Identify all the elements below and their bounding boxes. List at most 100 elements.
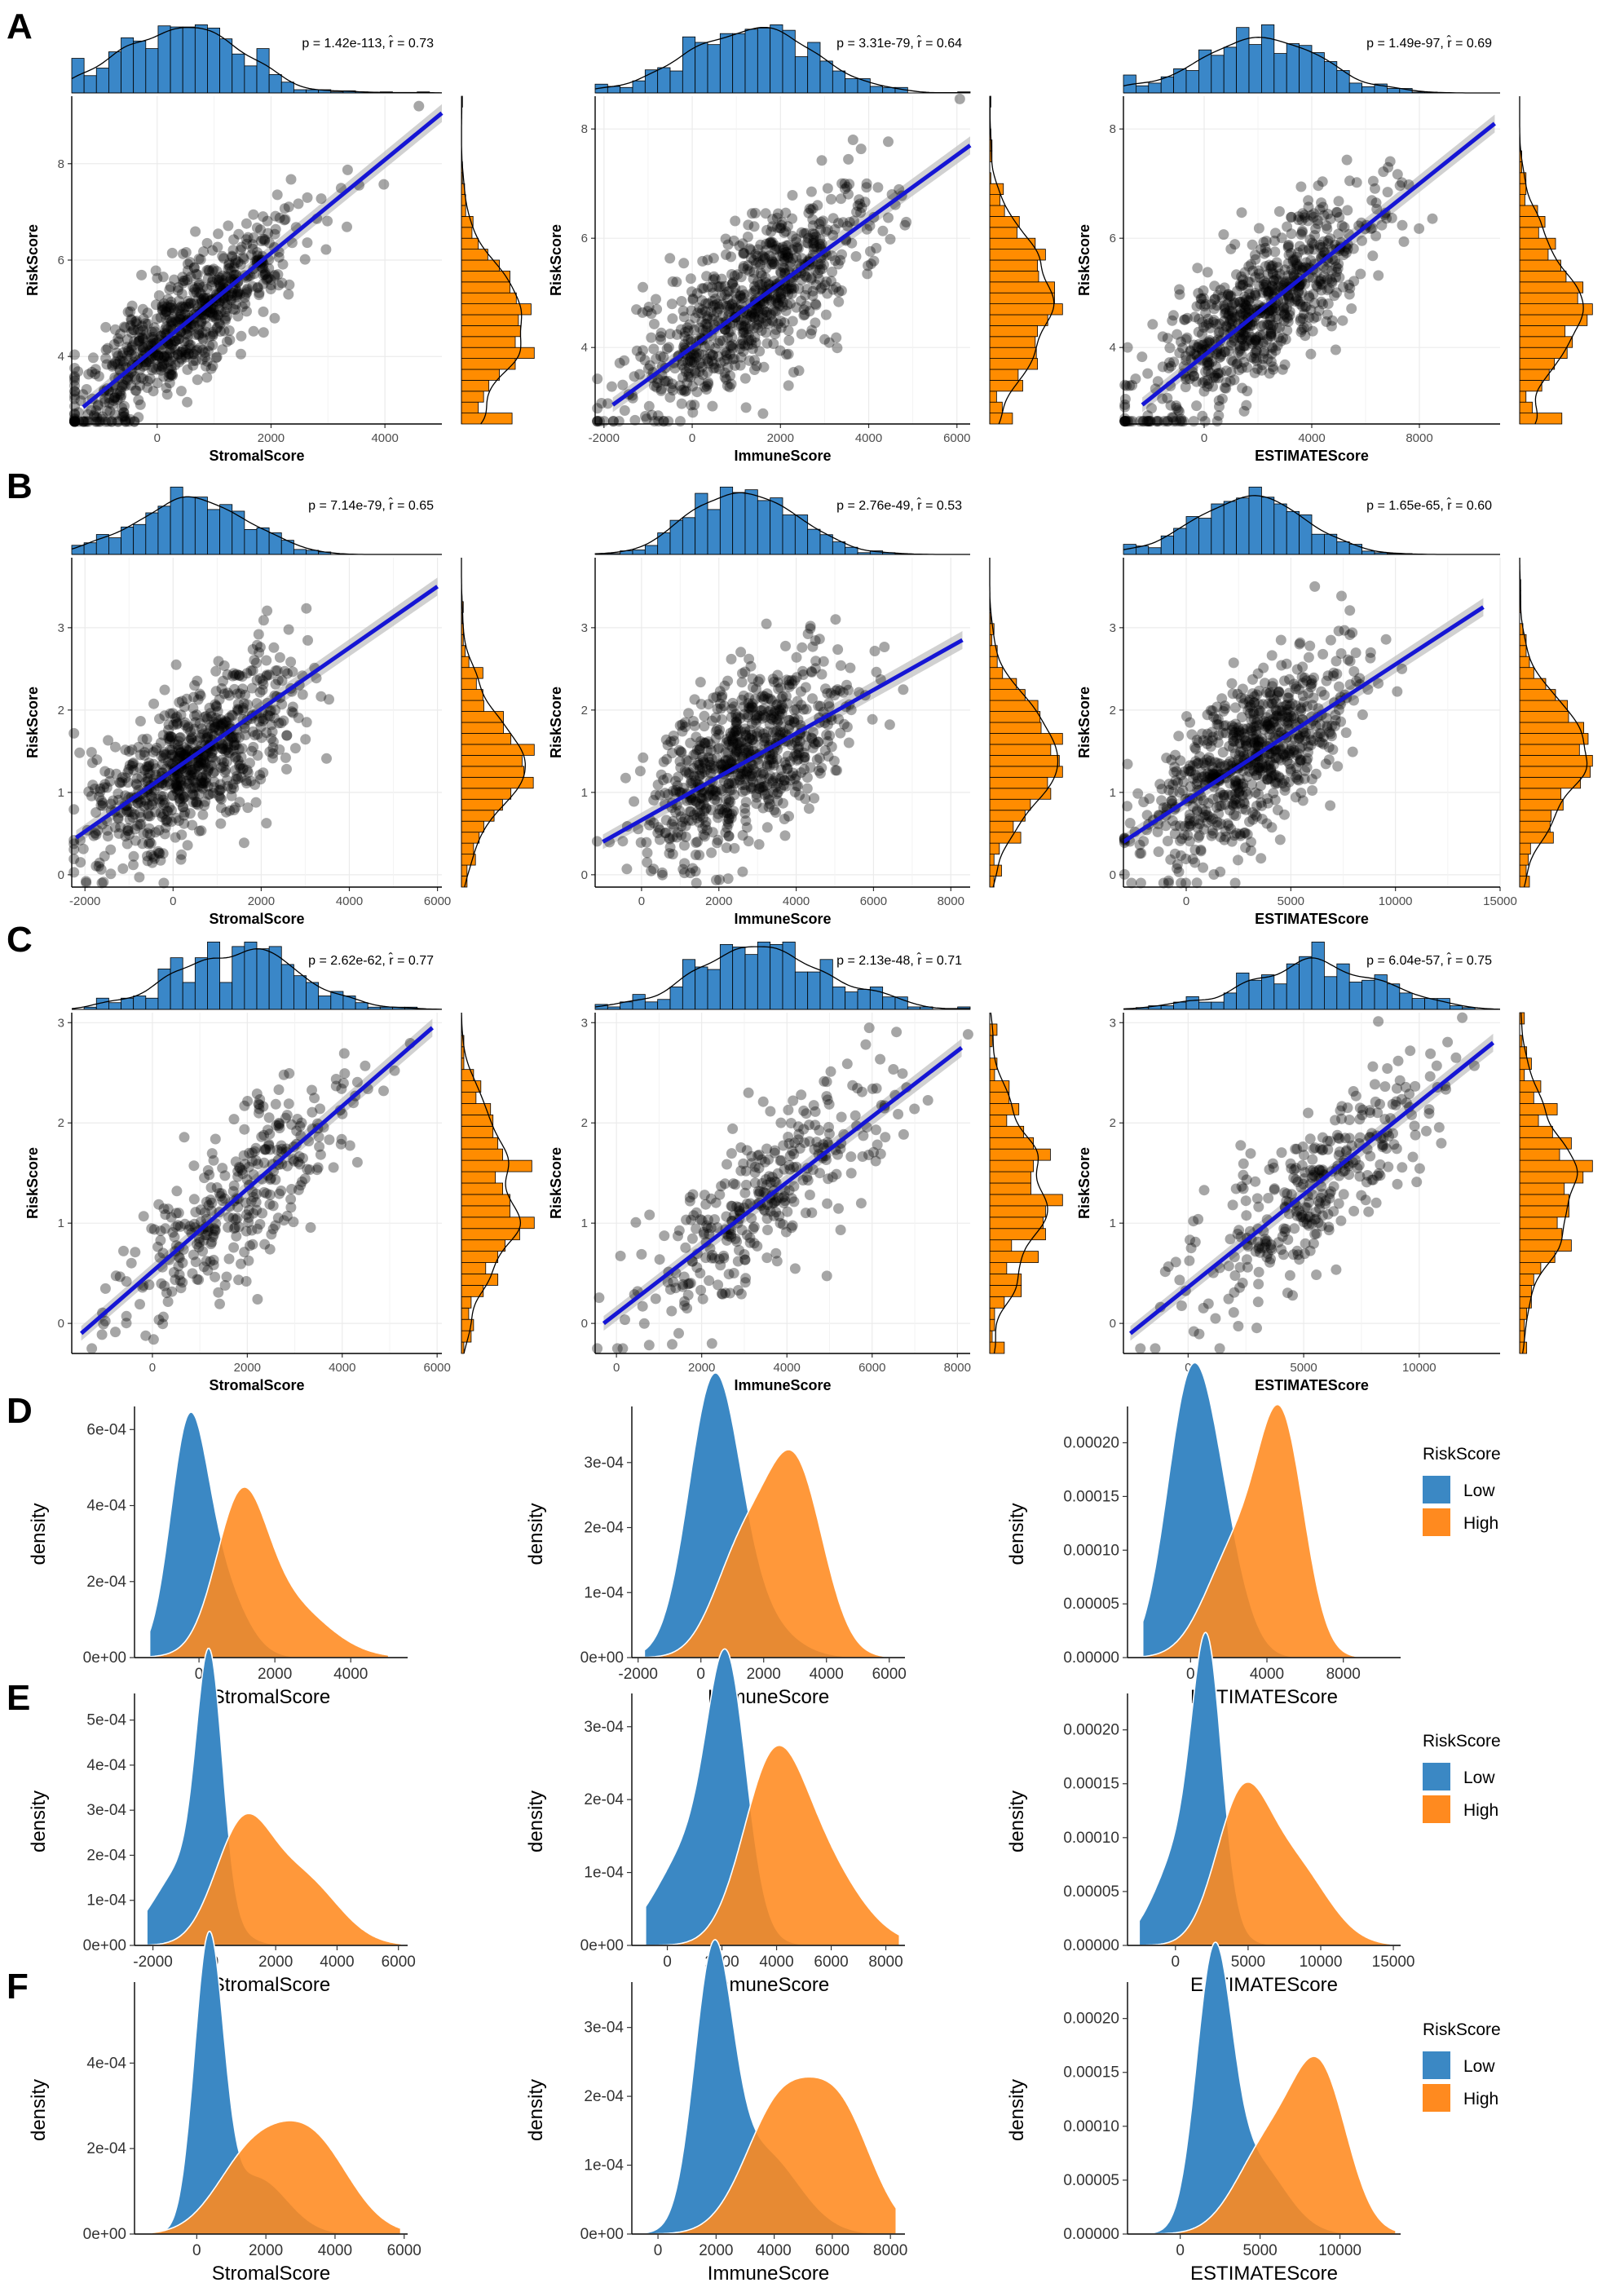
scatter-point: [134, 364, 145, 376]
panel-label-b: B: [7, 466, 33, 506]
scatter-point: [112, 387, 123, 399]
scatter-point: [1244, 334, 1256, 346]
scatter-point: [175, 386, 187, 397]
scatter-point: [174, 696, 185, 708]
scatter-point: [822, 183, 833, 194]
histogram-bar: [256, 527, 270, 555]
scatter-point: [1130, 373, 1141, 385]
histogram-bar: [989, 281, 1055, 294]
scatter-point: [137, 333, 148, 344]
scatter-point: [93, 371, 104, 382]
scatter-point: [199, 347, 210, 358]
scatter-point: [161, 382, 172, 394]
scatter-point: [236, 241, 247, 253]
scatter-point: [93, 416, 104, 427]
histogram-bar: [244, 65, 258, 94]
scatter-point: [225, 294, 236, 305]
x-tick-label: 4000: [855, 431, 882, 445]
scatter-point: [679, 858, 691, 869]
scatter-point: [1246, 724, 1257, 735]
scatter-point: [157, 272, 169, 283]
scatter-point: [205, 307, 216, 318]
scatter-point: [146, 326, 157, 338]
scatter-point: [213, 228, 224, 240]
histogram-bar: [207, 27, 220, 94]
scatter-point: [1285, 763, 1296, 775]
scatter-point: [650, 789, 661, 801]
scatter-point: [1296, 227, 1308, 238]
scatter-point: [1202, 709, 1213, 721]
scatter-point: [643, 302, 655, 312]
scatter-point: [153, 824, 165, 836]
scatter-point: [248, 232, 259, 243]
histogram-bar: [989, 832, 1022, 844]
histogram-bar: [461, 842, 474, 854]
scatter-point: [123, 746, 135, 757]
scatter-point: [97, 411, 108, 422]
histogram-bar: [770, 497, 783, 555]
histogram-bar: [707, 44, 721, 94]
correlation-annotation: p = 1.49e-97, r̂ = 0.69: [1366, 34, 1492, 51]
scatter-point: [675, 746, 686, 757]
scatter-point: [276, 277, 288, 289]
scatter-point: [281, 730, 293, 741]
scatter-point: [1236, 712, 1247, 723]
scatter-point: [109, 324, 121, 335]
scatter-point: [210, 313, 222, 325]
scatter-point: [619, 405, 630, 416]
scatter-point: [158, 351, 170, 362]
scatter-point: [186, 321, 196, 333]
scatter-point: [254, 289, 265, 301]
histogram-bar: [989, 798, 1031, 811]
scatter-point: [779, 830, 791, 841]
histogram-bar: [669, 70, 683, 94]
scatter-point: [234, 289, 245, 300]
scatter-point: [133, 395, 144, 406]
right-marginal-histogram: [1519, 96, 1593, 425]
scatter-point: [126, 300, 138, 311]
scatter-point: [843, 684, 854, 695]
scatter-point: [102, 342, 113, 354]
scatter-point: [268, 642, 280, 653]
top-marginal-histogram: [1123, 24, 1500, 94]
scatter-point: [758, 304, 770, 316]
scatter-point: [1244, 289, 1256, 300]
histogram-bar: [989, 700, 1039, 712]
histogram-bar: [1136, 85, 1150, 94]
scatter-point: [75, 857, 86, 868]
scatter-point: [1346, 303, 1357, 314]
scatter-point: [174, 305, 185, 316]
scatter-point: [704, 757, 715, 768]
histogram-bar: [1519, 227, 1539, 239]
scatter-point: [131, 318, 143, 329]
scatter-point: [203, 264, 214, 276]
scatter-point: [1296, 671, 1308, 682]
scatter-point: [635, 351, 647, 362]
scatter-point: [114, 355, 126, 366]
scatter-point: [135, 399, 146, 410]
scatter-point: [1253, 762, 1264, 774]
scatter-point: [162, 294, 174, 305]
scatter-point: [413, 100, 425, 112]
scatter-point: [188, 790, 200, 801]
scatter-point: [137, 342, 148, 353]
scatter-point: [1336, 590, 1347, 602]
scatter-point: [711, 691, 722, 703]
scatter-point: [115, 392, 126, 404]
scatter-point: [79, 416, 90, 427]
scatter-point: [230, 298, 241, 310]
histogram-bar: [95, 68, 109, 94]
scatter-point: [717, 335, 729, 347]
scatter-point: [690, 850, 701, 860]
histogram-bar: [461, 347, 535, 360]
scatter-point: [1333, 625, 1344, 637]
scatter-point: [210, 686, 222, 697]
scatter-point: [196, 316, 207, 327]
scatter-point: [664, 848, 675, 859]
scatter-point: [208, 304, 219, 315]
correlation-annotation: p = 2.76e-49, r̂ = 0.53: [836, 497, 962, 513]
scatter-point: [1207, 813, 1219, 824]
scatter-point: [1172, 863, 1182, 874]
x-tick-label: 15000: [1483, 894, 1517, 908]
scatter-point: [879, 642, 890, 652]
